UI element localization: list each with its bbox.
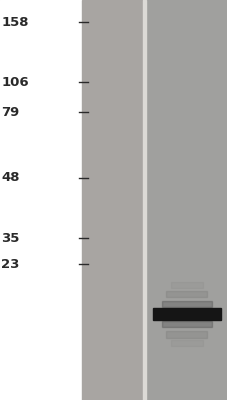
Text: 106: 106 [1, 76, 29, 88]
Bar [170, 282, 202, 288]
Bar [0, 0, 82, 400]
Bar [152, 308, 220, 320]
Text: 35: 35 [1, 232, 20, 244]
Bar [166, 291, 207, 297]
Bar [166, 331, 207, 338]
Text: 158: 158 [1, 16, 29, 28]
Bar [146, 0, 227, 400]
Bar [161, 301, 211, 307]
Bar [142, 0, 146, 400]
Bar [161, 321, 211, 328]
Text: 48: 48 [1, 172, 20, 184]
Bar [82, 0, 142, 400]
Text: 79: 79 [1, 106, 19, 118]
Bar [170, 340, 202, 346]
Text: 23: 23 [1, 258, 20, 270]
